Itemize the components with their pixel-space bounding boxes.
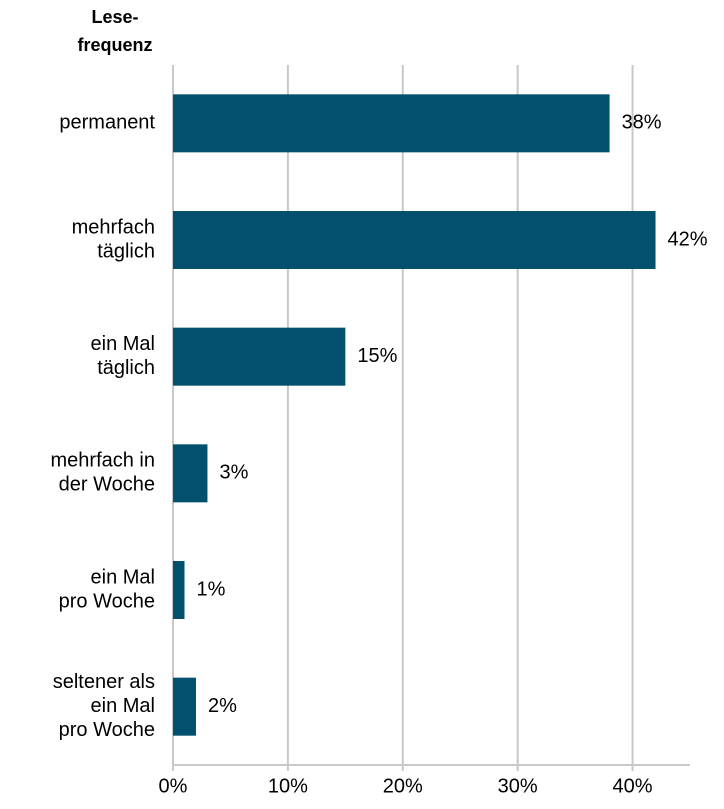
y-tick-label: mehrfach — [72, 216, 155, 238]
value-label: 15% — [357, 345, 397, 367]
bar — [173, 211, 656, 269]
y-tick-label: ein Mal — [91, 695, 155, 717]
x-tick-label: 30% — [498, 775, 538, 797]
value-label: 38% — [622, 112, 662, 134]
bar — [173, 677, 196, 736]
y-tick-label: der Woche — [59, 474, 155, 496]
y-tick-label: seltener als — [53, 671, 155, 693]
x-tick-label: 10% — [268, 775, 308, 797]
y-tick-label: täglich — [97, 357, 155, 379]
y-tick-label: pro Woche — [59, 590, 155, 612]
value-label: 3% — [219, 462, 248, 484]
value-label: 2% — [208, 695, 237, 717]
x-tick-label: 0% — [159, 775, 188, 797]
y-tick-label: ein Mal — [91, 566, 155, 588]
bar — [173, 94, 610, 153]
y-tick-label: pro Woche — [59, 719, 155, 741]
value-label: 42% — [668, 228, 708, 250]
y-tick-label: ein Mal — [91, 333, 155, 355]
chart-title: frequenz — [77, 35, 152, 55]
bar — [173, 327, 346, 386]
bar — [173, 444, 208, 503]
bar — [173, 561, 185, 619]
value-label: 1% — [196, 578, 225, 600]
x-tick-label: 20% — [383, 775, 423, 797]
y-tick-label: permanent — [59, 112, 155, 134]
chart-title: Lese- — [91, 7, 138, 27]
x-tick-label: 40% — [613, 775, 653, 797]
y-tick-label: mehrfach in — [51, 450, 156, 472]
y-tick-label: täglich — [97, 240, 155, 262]
